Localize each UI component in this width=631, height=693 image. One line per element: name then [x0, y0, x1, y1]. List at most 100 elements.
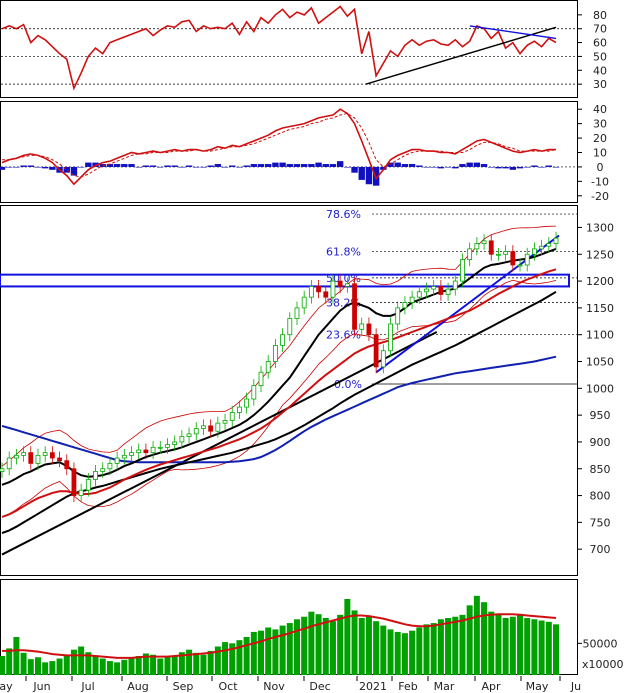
- price-candle-body: [107, 462, 113, 470]
- macd-histogram-bar: [142, 165, 150, 167]
- macd-tick-label-0: 40: [593, 103, 607, 116]
- price-tick-label-8: 900: [590, 436, 611, 449]
- volume-bar: [78, 646, 85, 675]
- macd-histogram-bar: [41, 166, 49, 169]
- price-candle-body: [237, 406, 242, 413]
- macd-histogram-bar: [185, 165, 193, 167]
- volume-bar: [531, 619, 538, 675]
- price-candle-body: [222, 420, 228, 424]
- month-label-11: Apr: [481, 680, 501, 693]
- volume-bar: [308, 611, 315, 675]
- macd-histogram-bar: [279, 162, 286, 167]
- macd-histogram-bar: [49, 166, 56, 170]
- macd-histogram-bar: [452, 166, 459, 169]
- macd-histogram-bar: [229, 165, 236, 167]
- price-candle-body: [121, 454, 127, 459]
- price-candle-body: [6, 457, 12, 470]
- month-label-2: Jul: [80, 680, 94, 693]
- price-tick-label-1: 1250: [586, 248, 614, 261]
- volume-bar: [394, 631, 401, 675]
- volume-bar: [229, 643, 236, 675]
- price-candle-body: [337, 280, 343, 287]
- volume-bar: [365, 616, 372, 675]
- price-candle-body: [373, 334, 379, 368]
- macd-histogram-bar: [516, 166, 524, 169]
- price-ma50-line: [1, 268, 557, 518]
- macd-histogram-bar: [193, 166, 200, 168]
- volume-bar: [128, 658, 135, 675]
- volume-bar: [214, 646, 221, 675]
- volume-bar: [409, 630, 416, 675]
- macd-histogram-bar: [20, 165, 27, 167]
- month-label-10: Mar: [434, 680, 455, 693]
- price-candle-body: [136, 449, 142, 454]
- macd-histogram-bar: [480, 164, 488, 167]
- volume-bar: [495, 614, 502, 675]
- volume-bar: [135, 656, 142, 675]
- bollinger-lower-band: [1, 279, 557, 518]
- fib-label-5: 0.0%: [334, 378, 362, 391]
- price-candle-body: [186, 433, 192, 437]
- month-label-9: Feb: [398, 680, 417, 693]
- macd-panel-frame: [0, 101, 578, 203]
- macd-histogram-bar: [243, 165, 250, 167]
- volume-bar: [481, 602, 488, 675]
- price-candle-body: [114, 457, 120, 464]
- price-candle-body: [0, 468, 5, 472]
- price-candle-body: [496, 253, 501, 256]
- volume-bar: [164, 657, 171, 675]
- price-candle-body: [100, 468, 106, 472]
- macd-histogram-bar: [459, 164, 466, 167]
- volume-panel: [0, 595, 559, 675]
- price-tick-label-3: 1150: [586, 302, 614, 315]
- volume-bar: [387, 629, 394, 675]
- price-candle-body: [129, 452, 134, 456]
- macd-histogram-bar: [257, 164, 265, 167]
- volume-bar: [49, 661, 56, 675]
- volume-bar: [401, 633, 408, 675]
- volume-bar: [351, 610, 358, 675]
- volume-bar: [416, 627, 423, 675]
- macd-histogram-bar: [265, 164, 272, 167]
- axes: 807060504030403020100-10-201300125012001…: [0, 9, 618, 693]
- volume-bar: [236, 640, 243, 675]
- macd-histogram-bar: [315, 162, 322, 167]
- volume-bar: [380, 625, 387, 675]
- price-candle-body: [330, 280, 336, 298]
- price-candle-body: [208, 425, 214, 432]
- price-candle-body: [143, 449, 149, 454]
- price-candle-body: [265, 361, 271, 373]
- volume-bar: [193, 652, 200, 675]
- volume-bar: [243, 637, 250, 675]
- volume-bar: [106, 661, 113, 675]
- macd-histogram-bar: [293, 164, 301, 167]
- rsi-panel-frame: [0, 0, 578, 98]
- macd-histogram-bar: [416, 165, 423, 167]
- volume-bar: [553, 624, 559, 675]
- macd-histogram-bar: [27, 165, 34, 167]
- month-label-5: Oct: [218, 680, 238, 693]
- macd-histogram-bar: [221, 166, 229, 168]
- volume-bar: [437, 619, 444, 675]
- price-candle-body: [157, 446, 163, 449]
- price-candle-body: [366, 323, 372, 336]
- price-candle-body: [13, 454, 19, 459]
- macd-histogram-bar: [106, 164, 114, 167]
- price-candle-body: [35, 454, 41, 464]
- volume-bar: [538, 620, 545, 675]
- bollinger-upper-band: [1, 225, 557, 467]
- price-candle-body: [251, 385, 257, 400]
- volume-bar: [186, 649, 193, 675]
- price-candle-body: [409, 296, 415, 303]
- volume-bar: [509, 616, 516, 675]
- price-candle-body: [503, 251, 509, 255]
- macd-panel: [0, 108, 577, 186]
- price-candle-body: [380, 350, 386, 368]
- price-candle-body: [244, 398, 250, 408]
- price-ma200-line: [1, 355, 557, 464]
- macd-histogram-bar: [70, 166, 78, 176]
- macd-histogram-bar: [135, 166, 142, 168]
- macd-histogram-bar: [430, 166, 437, 168]
- volume-bar: [265, 627, 272, 675]
- macd-histogram-bar: [149, 165, 157, 167]
